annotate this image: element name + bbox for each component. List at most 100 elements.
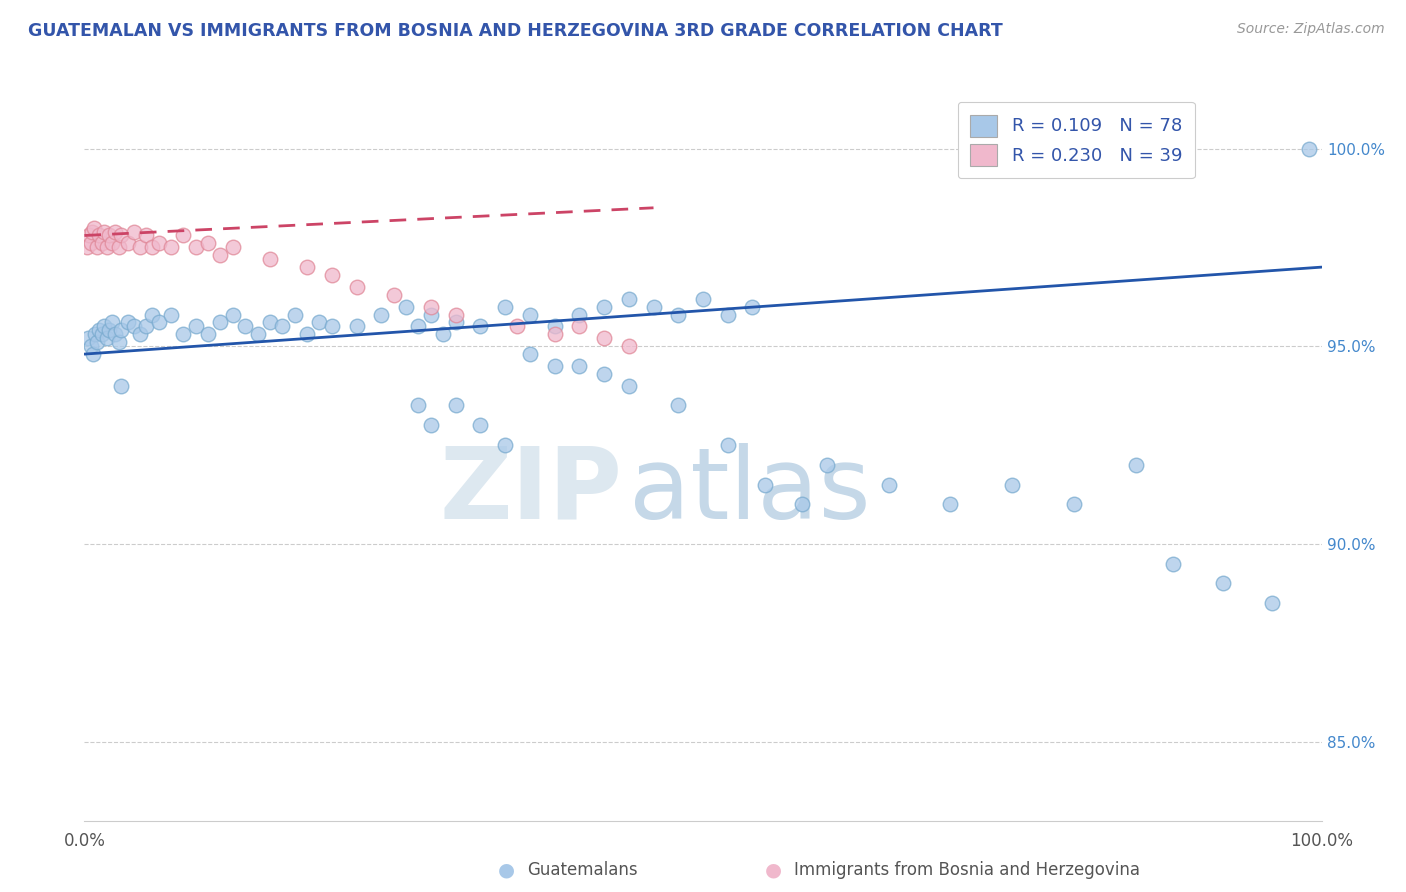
Point [76,240,98,254]
Point [86,240,108,254]
Point [617,339,640,353]
Point [90,236,112,251]
Text: GUATEMALAN VS IMMIGRANTS FROM BOSNIA AND HERZEGOVINA 3RD GRADE CORRELATION CHART: GUATEMALAN VS IMMIGRANTS FROM BOSNIA AND… [28,22,1002,40]
Point [184,319,207,334]
Point [1298,141,1320,155]
Point [77,331,100,345]
Point [432,327,454,342]
Point [395,300,418,314]
Point [444,399,467,413]
Point [233,319,256,334]
Point [408,319,430,334]
Point [222,240,245,254]
Point [754,477,776,491]
Point [129,240,152,254]
Point [197,327,219,342]
Point [93,319,115,334]
Point [98,323,121,337]
Point [148,316,170,330]
Point [617,378,640,392]
Point [108,240,131,254]
Point [877,477,900,491]
Point [939,497,962,511]
Point [117,236,139,251]
Point [122,319,145,334]
Point [295,327,318,342]
Text: ●: ● [498,860,515,880]
Point [135,319,157,334]
Point [494,438,516,452]
Point [666,399,689,413]
Point [96,240,118,254]
Point [122,225,145,239]
Point [96,331,118,345]
Point [84,327,107,342]
Point [568,319,591,334]
Point [108,335,131,350]
Point [160,240,183,254]
Point [117,316,139,330]
Point [494,300,516,314]
Point [93,225,115,239]
Point [89,323,111,337]
Point [86,335,108,350]
Point [444,316,467,330]
Point [1001,477,1024,491]
Point [89,228,111,243]
Point [129,327,152,342]
Point [506,319,529,334]
Point [568,359,591,373]
Point [568,308,591,322]
Point [666,308,689,322]
Point [408,399,430,413]
Point [444,308,467,322]
Point [382,287,405,301]
Point [110,323,132,337]
Point [271,319,294,334]
Point [543,327,565,342]
Point [419,300,441,314]
Point [543,359,565,373]
Point [692,292,714,306]
Point [141,308,163,322]
Point [209,248,232,262]
Point [717,308,740,322]
Point [519,308,541,322]
Point [308,316,330,330]
Point [98,228,121,243]
Point [717,438,740,452]
Point [593,300,616,314]
Point [259,252,281,267]
Point [148,236,170,251]
Point [284,308,307,322]
Point [1261,596,1284,610]
Point [470,319,492,334]
Point [1063,497,1085,511]
Point [790,497,813,511]
Point [346,280,368,294]
Point [321,268,343,282]
Point [321,319,343,334]
Point [79,339,101,353]
Point [110,378,132,392]
Point [222,308,245,322]
Point [141,240,163,254]
Point [543,319,565,334]
Point [79,228,101,243]
Point [419,308,441,322]
Point [470,418,492,433]
Point [172,228,194,243]
Point [90,327,112,342]
Legend: R = 0.109   N = 78, R = 0.230   N = 39: R = 0.109 N = 78, R = 0.230 N = 39 [957,102,1195,178]
Point [593,331,616,345]
Point [104,327,127,342]
Point [83,220,105,235]
Point [209,316,232,330]
Point [815,458,838,472]
Point [643,300,665,314]
Point [104,225,127,239]
Point [82,347,104,361]
Point [184,240,207,254]
Point [370,308,392,322]
Point [259,316,281,330]
